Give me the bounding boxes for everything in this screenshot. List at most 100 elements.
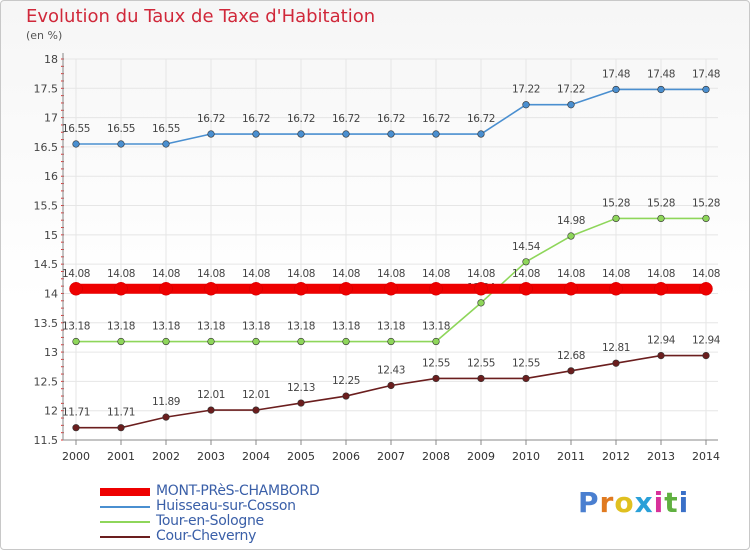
data-label: 12.55	[512, 357, 540, 369]
data-point	[567, 232, 575, 240]
x-tick-label: 2012	[602, 450, 630, 463]
data-label: 16.72	[377, 113, 405, 125]
data-label: 14.08	[62, 268, 90, 280]
data-label: 13.18	[422, 321, 450, 333]
data-label: 12.01	[197, 389, 225, 401]
data-label: 12.25	[332, 375, 360, 387]
data-point	[567, 367, 575, 375]
data-point	[297, 337, 305, 346]
x-tick-label: 2006	[332, 450, 360, 463]
data-point	[162, 413, 170, 421]
data-point	[699, 282, 713, 296]
legend-swatch	[100, 521, 150, 523]
data-label: 14.08	[107, 268, 135, 280]
data-point	[249, 282, 263, 296]
data-point	[342, 392, 350, 400]
y-tick-label: 15	[44, 229, 58, 242]
y-tick-label: 12	[44, 405, 58, 418]
data-point	[657, 85, 665, 94]
y-tick-label: 17.5	[34, 82, 59, 95]
data-point	[702, 85, 710, 94]
data-label: 14.08	[287, 268, 315, 280]
data-point	[297, 399, 305, 407]
data-label: 13.18	[242, 321, 270, 333]
data-point	[342, 130, 350, 138]
x-tick-label: 2007	[377, 450, 405, 463]
data-label: 14.08	[602, 268, 630, 280]
data-point	[294, 282, 308, 296]
y-tick-label: 14.5	[34, 258, 59, 271]
data-label: 12.13	[287, 382, 315, 394]
logo-letter: r	[599, 486, 615, 519]
data-point	[522, 258, 530, 266]
data-point	[522, 101, 530, 109]
data-label: 11.89	[152, 396, 180, 408]
data-label: 16.55	[107, 123, 135, 135]
data-point	[117, 140, 125, 148]
data-label: 13.18	[377, 321, 405, 333]
data-point	[477, 374, 485, 383]
data-point	[207, 337, 215, 346]
data-point	[72, 337, 80, 346]
data-label: 17.22	[512, 84, 540, 96]
data-label: 14.08	[467, 268, 495, 280]
data-label: 16.72	[242, 113, 270, 125]
data-point	[432, 374, 440, 383]
data-label: 16.72	[287, 113, 315, 125]
data-label: 13.18	[287, 321, 315, 333]
legend-swatch	[100, 506, 150, 508]
data-point	[657, 351, 665, 360]
data-point	[429, 282, 443, 296]
data-label: 14.08	[152, 268, 180, 280]
legend-label: Cour-Cheverny	[156, 528, 257, 544]
data-label: 14.08	[422, 268, 450, 280]
y-tick-label: 13	[44, 346, 58, 359]
logo-letter: x	[634, 486, 654, 519]
data-point	[519, 282, 533, 296]
data-point	[252, 337, 260, 346]
y-tick-label: 15.5	[34, 200, 59, 213]
y-tick-label: 12.5	[34, 375, 59, 388]
data-label: 14.54	[512, 241, 541, 253]
data-label: 12.94	[692, 335, 721, 347]
logo-letter: o	[614, 486, 635, 519]
data-point	[384, 282, 398, 296]
data-label: 12.43	[377, 364, 405, 376]
data-point	[387, 337, 395, 346]
data-label: 16.72	[467, 113, 495, 125]
data-label: 13.18	[332, 321, 360, 333]
data-label: 16.55	[62, 123, 90, 135]
data-point	[72, 424, 80, 432]
data-point	[432, 337, 440, 346]
data-point	[117, 424, 125, 432]
x-tick-label: 2013	[647, 450, 675, 463]
x-tick-label: 2005	[287, 450, 315, 463]
data-point	[252, 406, 260, 414]
logo-letter: i	[678, 486, 690, 519]
data-label: 16.55	[152, 123, 180, 135]
data-label: 14.08	[692, 268, 720, 280]
data-label: 17.22	[557, 84, 585, 96]
legend-label: Huisseau-sur-Cosson	[156, 498, 296, 514]
data-label: 14.08	[332, 268, 360, 280]
data-label: 12.94	[647, 335, 676, 347]
data-point	[207, 130, 215, 138]
data-label: 15.28	[602, 197, 630, 209]
data-label: 17.48	[692, 68, 720, 80]
x-tick-label: 2009	[467, 450, 495, 463]
data-point	[339, 282, 353, 296]
data-label: 15.28	[647, 197, 675, 209]
data-label: 14.08	[197, 268, 225, 280]
data-point	[387, 381, 395, 390]
data-label: 16.72	[197, 113, 225, 125]
data-point	[654, 282, 668, 296]
data-point	[612, 85, 620, 94]
data-label: 14.08	[557, 268, 585, 280]
data-label: 13.18	[152, 321, 180, 333]
logo-letter: t	[664, 486, 679, 519]
data-label: 13.18	[197, 321, 225, 333]
x-tick-label: 2003	[197, 450, 225, 463]
y-tick-label: 18	[44, 53, 58, 66]
data-point	[702, 214, 710, 223]
data-point	[207, 406, 215, 414]
